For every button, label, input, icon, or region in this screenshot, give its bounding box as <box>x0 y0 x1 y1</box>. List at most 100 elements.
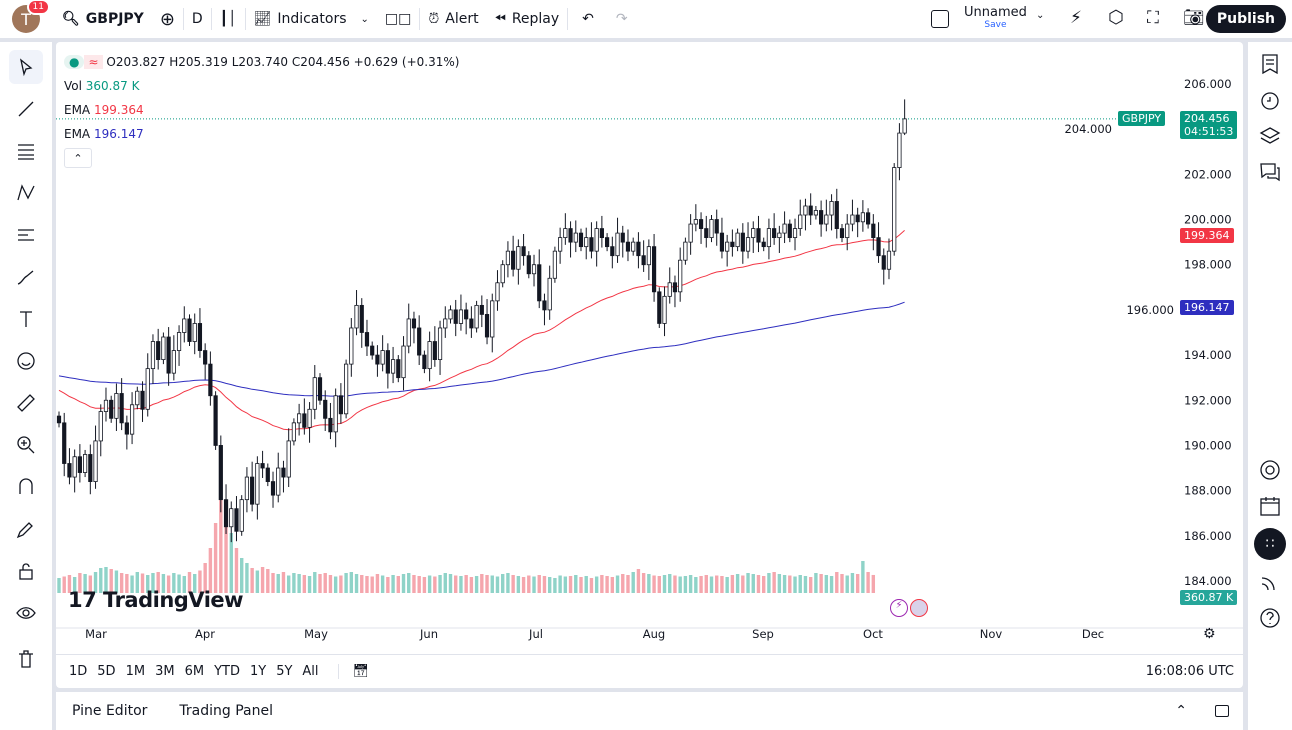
chart-type-button[interactable]: ┃│ <box>212 0 245 38</box>
volume-price-label: 360.87 K <box>1180 590 1238 605</box>
lock-tool[interactable] <box>9 554 43 588</box>
volume-bar <box>130 575 134 593</box>
volume-bar <box>814 573 818 593</box>
cursor-tool[interactable] <box>9 50 43 84</box>
maximize-panel-icon[interactable] <box>1215 705 1229 717</box>
candle-body <box>213 395 218 446</box>
text-tool[interactable] <box>9 302 43 336</box>
chat-button[interactable] <box>1256 158 1284 186</box>
volume-bar <box>594 576 599 593</box>
x-tick-label: Jun <box>419 627 438 641</box>
undo-button[interactable]: ↶ <box>568 0 608 38</box>
range-1m[interactable]: 1M <box>125 664 146 679</box>
projection-tool[interactable] <box>9 218 43 252</box>
price-chart[interactable]: 206.000 204.000 202.000 200.000 198.000 196.0… <box>56 42 1243 654</box>
fullscreen-icon[interactable]: ⛶ <box>1147 8 1159 28</box>
candle-body <box>401 345 406 379</box>
signals-button[interactable] <box>1256 568 1284 596</box>
measure-tool[interactable] <box>9 386 43 420</box>
volume-bar <box>798 575 802 593</box>
zoom-tool[interactable] <box>9 428 43 462</box>
projection-icon <box>18 229 34 241</box>
alerts-button[interactable] <box>1256 86 1284 114</box>
range-5y[interactable]: 5Y <box>276 664 293 679</box>
range-1d[interactable]: 1D <box>69 664 88 679</box>
range-3m[interactable]: 3M <box>155 664 175 679</box>
range-6m[interactable]: 6M <box>184 664 205 679</box>
volume-legend[interactable]: Vol 360.87 K <box>64 79 140 93</box>
x-tick-label: Apr <box>195 627 215 641</box>
candle-body <box>542 300 547 311</box>
candle-body <box>547 277 552 311</box>
range-5d[interactable]: 5D <box>97 664 116 679</box>
publish-button[interactable]: Publish <box>1205 5 1286 33</box>
brush-tool[interactable] <box>9 260 43 294</box>
compare-button[interactable]: ⊕ <box>152 0 183 38</box>
products-button[interactable]: ∷ <box>1254 528 1286 560</box>
candle-body <box>646 246 651 266</box>
volume-bar <box>271 573 275 593</box>
alert-button[interactable]: ⏰︎ Alert <box>428 11 479 27</box>
interval-button[interactable]: D <box>191 11 203 27</box>
trading-panel-tab[interactable]: Trading Panel <box>179 703 273 719</box>
help-button[interactable] <box>1256 604 1284 632</box>
volume-bar <box>370 576 374 593</box>
candle-body <box>182 318 187 333</box>
date-range-calendar-icon[interactable]: 📅︎ <box>337 664 375 679</box>
ema-fast-legend[interactable]: EMA 199.364 <box>64 103 144 117</box>
icon-tool[interactable] <box>9 344 43 378</box>
chevron-up-icon[interactable]: ⌃ <box>1175 703 1187 719</box>
candle-body <box>62 422 67 464</box>
candle-body <box>667 282 672 297</box>
volume-bar <box>485 575 489 593</box>
help-icon <box>1260 608 1280 628</box>
pine-editor-tab[interactable]: Pine Editor <box>72 703 148 719</box>
quick-search-icon[interactable]: ⚡︎ <box>1070 8 1082 28</box>
chevron-down-icon[interactable]: ⌄ <box>1036 10 1045 21</box>
clock-display[interactable]: 16:08:06 UTC <box>1145 664 1234 679</box>
volume-bar <box>553 578 557 593</box>
watchlist-button[interactable] <box>1256 50 1284 78</box>
remove-tool[interactable] <box>9 642 43 676</box>
watchlist-icon <box>1262 54 1278 75</box>
drawing-toolbar <box>0 42 52 730</box>
hide-tool[interactable] <box>9 596 43 630</box>
templates-button[interactable]: □□ <box>377 0 419 38</box>
volume-bar <box>845 575 849 593</box>
magnet-tool[interactable] <box>9 470 43 504</box>
range-1y[interactable]: 1Y <box>249 664 267 679</box>
replay-button[interactable]: ⏪︎ Replay <box>494 11 560 27</box>
lock-drawing-tool[interactable] <box>9 512 43 546</box>
trendline-tool[interactable] <box>9 92 43 126</box>
lightning-event-icon[interactable]: ⚡︎ <box>890 599 908 617</box>
volume-bar <box>647 574 651 593</box>
object-tree-button[interactable] <box>1256 122 1284 150</box>
redo-button[interactable]: ↷ <box>608 0 636 38</box>
range-all[interactable]: All <box>302 664 319 679</box>
candle-body <box>902 118 907 134</box>
avatar[interactable]: T 11 <box>12 0 50 33</box>
camera-icon[interactable]: 📷︎ <box>1183 8 1205 28</box>
axis-settings-icon[interactable]: ⚙︎ <box>1203 626 1216 642</box>
pattern-tool[interactable] <box>9 176 43 210</box>
volume-bar <box>829 576 834 593</box>
calendar-button[interactable] <box>1256 492 1284 520</box>
tradingview-logo[interactable]: 17 TradingView <box>68 588 244 612</box>
layout-name-button[interactable]: Unnamed Save <box>964 5 1027 30</box>
status-dot-icon[interactable]: ● <box>64 55 85 69</box>
range-ytd[interactable]: YTD <box>214 664 240 679</box>
uk-flag-event-icon[interactable] <box>910 599 928 617</box>
ema-slow-legend[interactable]: EMA 196.147 <box>64 127 144 141</box>
fib-tool[interactable] <box>9 134 43 168</box>
settings-icon[interactable]: ⬡ <box>1108 7 1124 28</box>
collapse-legend-button[interactable]: ⌃ <box>64 148 92 168</box>
candle-body <box>333 395 338 433</box>
indicators-button[interactable]: 📈︎ Indicators ⌄ <box>253 11 369 27</box>
symbol-search[interactable]: 🔍︎ GBPJPY <box>62 11 144 27</box>
layout-icon[interactable] <box>931 10 949 28</box>
candle-body <box>584 237 589 248</box>
volume-bar <box>114 570 119 593</box>
volume-bar <box>99 568 103 593</box>
volume-bar <box>704 575 708 593</box>
tech-analysis-button[interactable] <box>1256 456 1284 484</box>
